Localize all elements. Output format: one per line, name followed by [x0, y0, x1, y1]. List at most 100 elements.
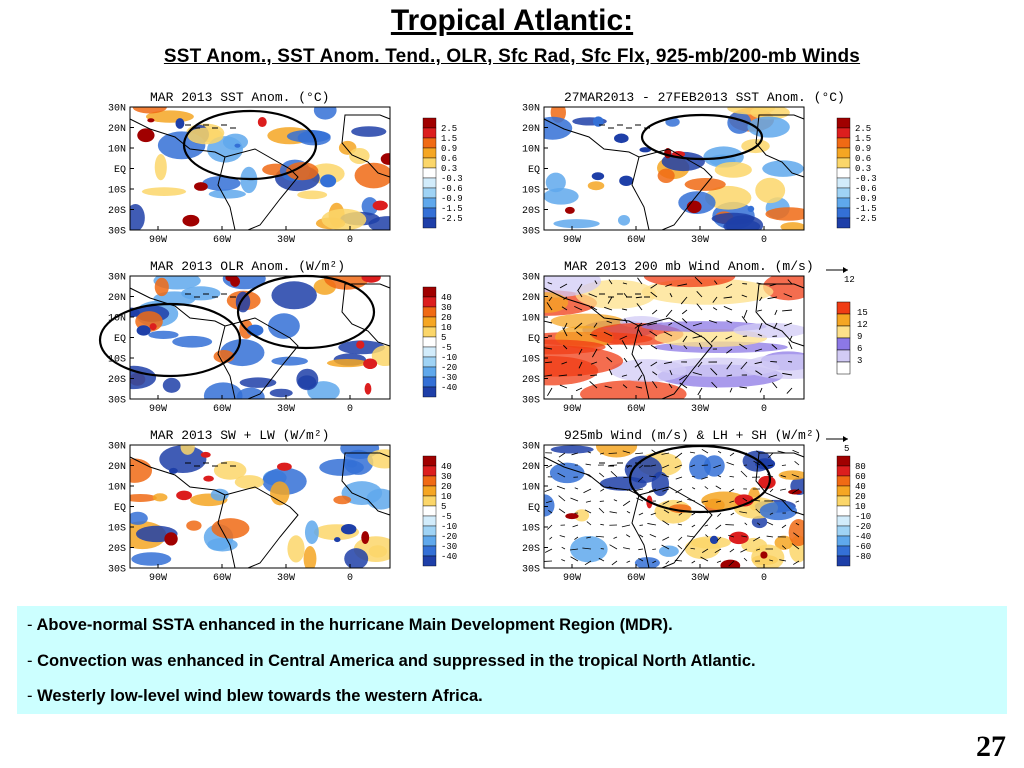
wind-vector — [576, 331, 583, 337]
wind-vector — [739, 386, 748, 389]
longitude-label: 0 — [761, 235, 767, 246]
legend-label: 40 — [855, 482, 866, 492]
wind-vector — [726, 374, 733, 377]
wind-vector — [578, 348, 583, 355]
reference-vector-label: 12 — [844, 275, 855, 285]
positive-anomaly-blob — [213, 460, 247, 480]
strong-anomaly-blob — [175, 118, 185, 129]
panel-title: MAR 2013 OLR Anom. (W/m²) — [150, 259, 345, 274]
legend-swatch — [836, 349, 851, 363]
wind-vector — [690, 464, 696, 468]
wind-vector — [606, 356, 613, 363]
legend-swatch — [836, 361, 851, 375]
wind-vector — [768, 452, 774, 459]
wind-vector — [682, 335, 688, 343]
legend-label: 20 — [441, 313, 452, 323]
longitude-label: 90W — [149, 404, 167, 415]
negative-anomaly-blob — [148, 330, 179, 339]
wind-vector — [714, 548, 722, 554]
legend-label: -2.5 — [855, 214, 877, 224]
latitude-label: 20N — [522, 124, 540, 135]
map-panel-olr-anom: MAR 2013 OLR Anom. (W/m²) 30N 20N 10N EQ 10S 2… — [96, 255, 457, 415]
legend-label: 10 — [441, 492, 452, 502]
wind-vector — [635, 296, 643, 299]
positive-anomaly-blob — [326, 358, 368, 368]
wind-vector — [587, 451, 592, 454]
legend-label: 40 — [441, 293, 452, 303]
wind-vector — [545, 500, 553, 504]
wind-vector — [669, 343, 673, 350]
legend-label: 15 — [857, 308, 868, 318]
longitude-label: 60W — [627, 404, 645, 415]
note-item: - Westerly low-level wind blew towards t… — [27, 687, 483, 706]
wind-vector — [621, 308, 628, 311]
legend-swatch — [836, 555, 851, 567]
wind-vector — [794, 461, 800, 466]
wind-vector — [662, 488, 670, 492]
wind-vector — [770, 360, 778, 363]
legend-swatch — [836, 535, 851, 547]
wind-vector — [715, 524, 722, 530]
legend-swatch — [836, 545, 851, 557]
legend-swatch — [836, 485, 851, 497]
legend-label: -30 — [441, 542, 457, 552]
wind-vector — [754, 361, 763, 365]
latitude-label: 30N — [108, 104, 126, 115]
longitude-label: 90W — [563, 235, 581, 246]
wind-vector — [650, 283, 658, 289]
wind-vector — [663, 361, 673, 364]
wind-vector — [787, 279, 793, 285]
wind-vector — [600, 488, 605, 492]
wind-vector — [675, 488, 683, 494]
wind-vector — [774, 309, 778, 316]
wind-vector — [591, 348, 598, 358]
wind-vector — [619, 335, 628, 340]
legend-swatch — [422, 336, 437, 348]
wind-vector — [574, 305, 583, 311]
legend-swatch — [836, 505, 851, 517]
highlight-circle — [628, 444, 772, 514]
wind-vector — [547, 282, 553, 285]
south-america-outline — [217, 486, 299, 569]
note-text: Convection was enhanced in Central Ameri… — [32, 652, 756, 670]
wind-vector — [594, 280, 598, 285]
wind-vector — [669, 370, 673, 376]
legend-label: -20 — [441, 363, 457, 373]
wind-vector — [759, 296, 763, 302]
latitude-label: 30S — [522, 396, 540, 407]
wind-vector — [690, 547, 696, 550]
strong-anomaly-blob — [340, 523, 357, 535]
wind-vector — [683, 345, 688, 350]
wind-vector — [681, 309, 688, 315]
note-dash: - — [27, 687, 33, 705]
wind-vector — [563, 322, 568, 330]
wind-vector — [626, 534, 631, 538]
legend-swatch — [836, 475, 851, 487]
positive-anomaly-blob — [130, 458, 153, 483]
wind-vector — [649, 475, 657, 478]
wind-vector — [697, 361, 703, 368]
wind-vector — [669, 293, 673, 298]
strong-anomaly-blob — [361, 531, 370, 544]
wind-vector — [665, 283, 673, 287]
wind-vector — [569, 548, 579, 551]
wind-vector — [648, 488, 657, 493]
wind-vector — [766, 535, 774, 538]
central-america-outline — [129, 456, 226, 496]
central-america-outline — [543, 456, 640, 496]
wind-vector — [638, 344, 643, 350]
wind-vector — [662, 536, 670, 541]
wind-vector — [726, 462, 735, 466]
wind-vector — [689, 451, 696, 454]
wind-vector — [636, 497, 644, 502]
wind-vector — [717, 450, 722, 454]
strong-anomaly-blob — [200, 451, 211, 458]
strong-anomaly-blob — [592, 116, 604, 127]
strong-anomaly-blob — [176, 490, 192, 501]
legend-swatch — [836, 525, 851, 537]
negative-anomaly-blob — [130, 511, 148, 525]
legend-swatch — [422, 207, 437, 219]
legend-label: 3 — [857, 356, 862, 366]
wind-vector — [558, 374, 568, 377]
legend-swatch — [836, 217, 851, 229]
